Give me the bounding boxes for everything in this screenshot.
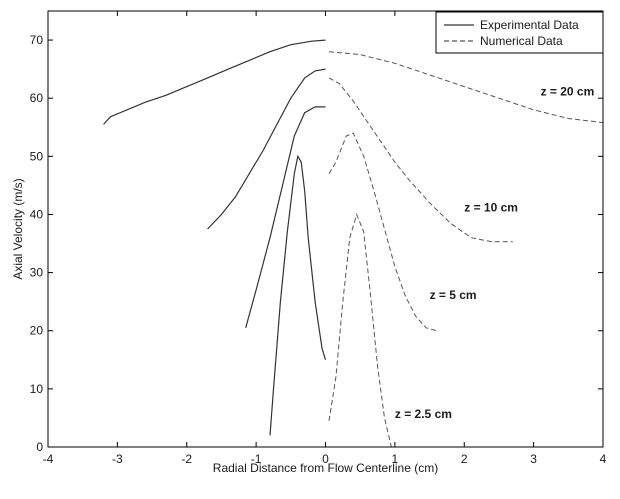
y-tick-label: 50 <box>30 149 44 163</box>
annotation-label: z = 20 cm <box>541 84 595 98</box>
series-numerical-z-10cm <box>328 77 513 243</box>
plot-area <box>103 39 604 448</box>
x-tick-label: 0 <box>322 452 329 466</box>
legend: Experimental Data Numerical Data <box>435 11 604 54</box>
y-tick-label: 40 <box>30 207 44 221</box>
annotations: z = 20 cm z = 10 cm z = 5 cm z = 2.5 cm <box>395 84 594 421</box>
series-numerical-z-20cm <box>328 51 604 124</box>
x-tick-label: 2 <box>461 452 468 466</box>
annotation-label: z = 10 cm <box>464 201 518 215</box>
x-tick-label: -3 <box>112 452 123 466</box>
y-tick-label: 30 <box>30 266 44 280</box>
x-tick-label: -1 <box>251 452 262 466</box>
y-tick-label: 70 <box>30 33 44 47</box>
x-tick-label: -2 <box>181 452 192 466</box>
x-tick-label: -4 <box>43 452 54 466</box>
annotation-label: z = 5 cm <box>430 288 477 302</box>
x-tick-label: 4 <box>600 452 607 466</box>
series-numerical-z-5cm <box>328 132 437 332</box>
annotation-label: z = 2.5 cm <box>395 407 452 421</box>
x-tick-label: 3 <box>530 452 537 466</box>
legend-box <box>435 11 604 54</box>
series-experimental-z-10cm <box>207 68 326 230</box>
y-tick-label: 0 <box>36 440 43 454</box>
y-axis-label: Axial Velocity (m/s) <box>11 178 25 279</box>
y-tick-label: 20 <box>30 324 44 338</box>
series-numerical-z-2-5cm <box>328 212 392 448</box>
y-tick-label: 60 <box>30 91 44 105</box>
x-tick-label: 1 <box>392 452 399 466</box>
y-tick-label: 10 <box>30 382 44 396</box>
series-experimental-z-2-5cm <box>269 154 327 436</box>
x-axis-label: Radial Distance from Flow Centerline (cm… <box>213 461 438 475</box>
series-experimental-z-5cm <box>245 106 326 328</box>
legend-label-experimental: Experimental Data <box>480 18 579 32</box>
series-experimental-z-20cm <box>103 39 326 125</box>
legend-label-numerical: Numerical Data <box>480 34 563 48</box>
